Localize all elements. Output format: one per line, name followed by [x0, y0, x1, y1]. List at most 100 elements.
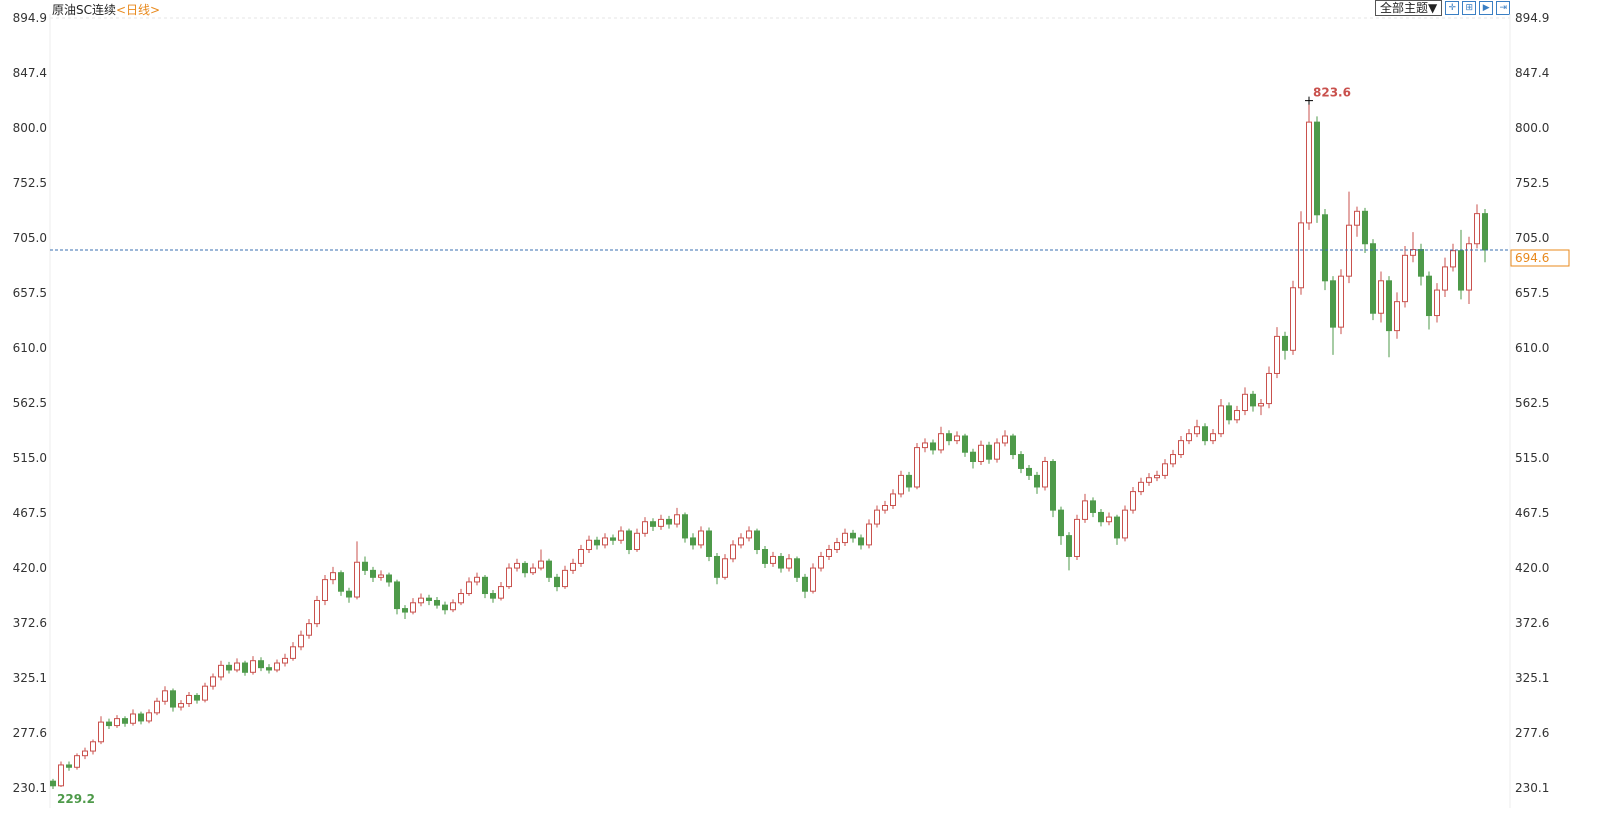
- candle: [258, 657, 264, 672]
- candle: [114, 715, 120, 728]
- candle: [1002, 430, 1008, 447]
- candle: [138, 711, 144, 725]
- candle: [1282, 331, 1288, 360]
- candle: [154, 697, 160, 716]
- candle-body: [522, 562, 528, 574]
- candle: [234, 658, 240, 673]
- candle: [930, 439, 936, 455]
- candle: [946, 430, 952, 446]
- candle-body: [202, 685, 208, 701]
- candle-body: [762, 549, 768, 564]
- candle: [1386, 276, 1392, 358]
- candle: [698, 526, 704, 549]
- candle-body: [1450, 250, 1456, 268]
- candle-body: [1090, 500, 1096, 513]
- candle: [802, 573, 808, 599]
- candle: [826, 544, 832, 560]
- candle: [458, 588, 464, 606]
- min-price-label: 229.2: [57, 792, 95, 806]
- candle: [482, 574, 488, 599]
- candle: [890, 489, 896, 509]
- candle-body: [210, 676, 216, 687]
- jump-latest-icon[interactable]: ⇥: [1496, 1, 1511, 15]
- candle: [610, 534, 616, 545]
- candle: [450, 599, 456, 613]
- y-tick-label-left: 610.0: [13, 341, 47, 355]
- candle: [242, 660, 248, 676]
- candle-body: [554, 576, 560, 588]
- candle-body: [162, 690, 168, 702]
- candle-body: [1130, 491, 1136, 511]
- candle: [362, 556, 368, 575]
- candle: [530, 563, 536, 575]
- last-price-label: 694.6: [1515, 251, 1549, 265]
- candle-body: [1442, 266, 1448, 291]
- theme-dropdown-button[interactable]: 全部主题▼: [1375, 0, 1443, 16]
- candle: [202, 682, 208, 703]
- candle: [850, 529, 856, 543]
- period-label[interactable]: <日线>: [116, 3, 161, 17]
- candle: [1482, 208, 1488, 263]
- candle-body: [890, 493, 896, 507]
- candle: [298, 630, 304, 651]
- candle: [874, 505, 880, 528]
- candle-body: [650, 521, 656, 527]
- candle-body: [978, 444, 984, 462]
- candle: [1130, 486, 1136, 514]
- candle-body: [306, 623, 312, 636]
- candle: [1218, 398, 1224, 438]
- candle: [1114, 514, 1120, 545]
- candle: [1034, 471, 1040, 494]
- candle-body: [722, 558, 728, 578]
- candle: [1050, 459, 1056, 518]
- candle: [1234, 405, 1240, 424]
- candle-body: [578, 549, 584, 564]
- candle-body: [1330, 280, 1336, 328]
- candle: [250, 656, 256, 675]
- candle: [1314, 116, 1320, 223]
- candle: [194, 693, 200, 704]
- candle: [290, 642, 296, 661]
- candle-body: [690, 537, 696, 546]
- y-tick-label-left: 752.5: [13, 176, 47, 190]
- candle-body: [1162, 463, 1168, 476]
- max-marker-icon: [1305, 96, 1313, 105]
- candle-body: [1026, 467, 1032, 476]
- candle: [634, 528, 640, 552]
- candle: [426, 594, 432, 606]
- candle: [1458, 229, 1464, 300]
- candle-body: [1074, 518, 1080, 557]
- candle: [210, 673, 216, 690]
- candle: [1450, 243, 1456, 272]
- candle: [1178, 436, 1184, 459]
- candle: [586, 535, 592, 553]
- candle: [970, 448, 976, 469]
- y-tick-label-right: 657.5: [1515, 286, 1549, 300]
- y-tick-label-right: 705.0: [1515, 231, 1549, 245]
- candle-body: [330, 572, 336, 581]
- play-forward-icon[interactable]: ▶: [1479, 1, 1494, 15]
- candle: [1402, 246, 1408, 308]
- candle: [282, 653, 288, 667]
- candle-body: [1466, 243, 1472, 291]
- candle-body: [1234, 410, 1240, 421]
- candle-body: [570, 562, 576, 571]
- candle-body: [90, 741, 96, 752]
- candle-body: [178, 703, 184, 708]
- candle: [90, 739, 96, 755]
- candle-body: [490, 593, 496, 599]
- candle: [474, 572, 480, 586]
- zoom-range-icon[interactable]: ⊞: [1462, 1, 1477, 15]
- candle-body: [698, 530, 704, 546]
- candle-body: [434, 599, 440, 606]
- candle-body: [818, 555, 824, 569]
- candle-body: [146, 712, 152, 722]
- candle: [370, 566, 376, 582]
- candle: [898, 470, 904, 498]
- candle-body: [50, 780, 56, 787]
- candle: [706, 527, 712, 562]
- candle: [58, 761, 64, 787]
- crosshair-icon[interactable]: ✛: [1445, 1, 1460, 15]
- candle-body: [1418, 249, 1424, 277]
